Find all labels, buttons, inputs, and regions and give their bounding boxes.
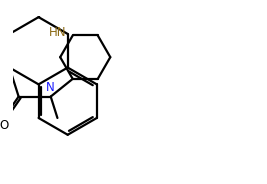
Text: N: N bbox=[46, 82, 55, 94]
Text: O: O bbox=[0, 119, 8, 132]
Text: HN: HN bbox=[49, 26, 66, 39]
